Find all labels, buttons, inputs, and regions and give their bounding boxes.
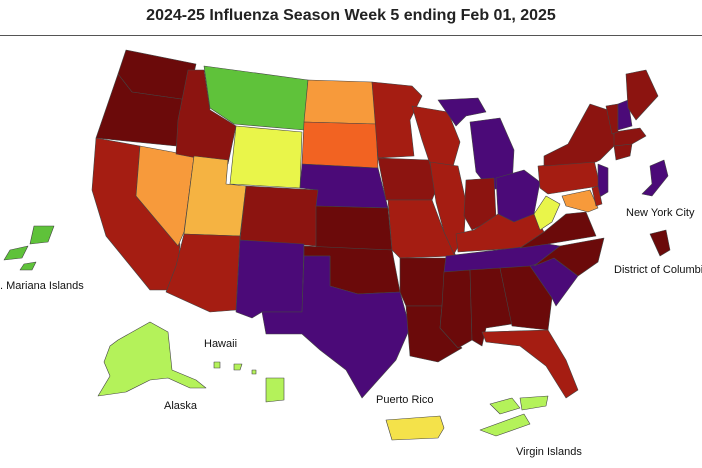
state-de[interactable] [591, 185, 603, 207]
label-virgin-islands: Virgin Islands [516, 446, 582, 458]
territory-hawaii[interactable] [213, 361, 285, 403]
territory-virgin-islands[interactable] [479, 395, 549, 437]
label-puerto-rico: Puerto Rico [376, 394, 434, 406]
territory-mariana-islands[interactable] [3, 225, 55, 271]
state-co[interactable] [239, 185, 319, 247]
state-tx[interactable] [261, 255, 411, 399]
state-ks[interactable] [315, 205, 393, 251]
state-id[interactable] [175, 69, 237, 165]
state-ma[interactable] [613, 127, 647, 147]
map-title: 2024-25 Influenza Season Week 5 ending F… [146, 7, 556, 24]
state-ny[interactable] [543, 103, 617, 167]
label-district-of-columbia: District of Columbia [614, 264, 702, 276]
territory-alaska[interactable] [97, 321, 207, 397]
label-hawaii: Hawaii [204, 338, 238, 350]
inset-district-of-columbia[interactable] [649, 229, 671, 257]
state-sd[interactable] [301, 121, 379, 169]
state-mt[interactable] [203, 65, 309, 131]
state-me[interactable] [625, 69, 659, 121]
title-divider [0, 35, 702, 36]
state-nc[interactable] [533, 237, 605, 277]
territory-puerto-rico[interactable] [385, 415, 445, 441]
state-ga[interactable] [499, 265, 553, 331]
state-fl[interactable] [481, 329, 579, 399]
state-ct[interactable] [613, 143, 633, 161]
state-mn[interactable] [371, 81, 423, 159]
label-new-york-city: New York City [626, 207, 695, 219]
state-wv[interactable] [533, 195, 561, 231]
inset-new-york-city[interactable] [641, 159, 669, 197]
state-ar[interactable] [399, 257, 447, 307]
state-va[interactable] [519, 211, 597, 249]
label-alaska: Alaska [164, 400, 198, 412]
state-vt[interactable] [605, 103, 619, 135]
state-nm[interactable] [235, 239, 305, 319]
label-mariana-islands: . Mariana Islands [0, 280, 84, 292]
state-wy[interactable] [229, 125, 303, 189]
state-md[interactable] [561, 189, 599, 213]
state-az[interactable] [165, 233, 241, 313]
state-nd[interactable] [303, 79, 377, 125]
